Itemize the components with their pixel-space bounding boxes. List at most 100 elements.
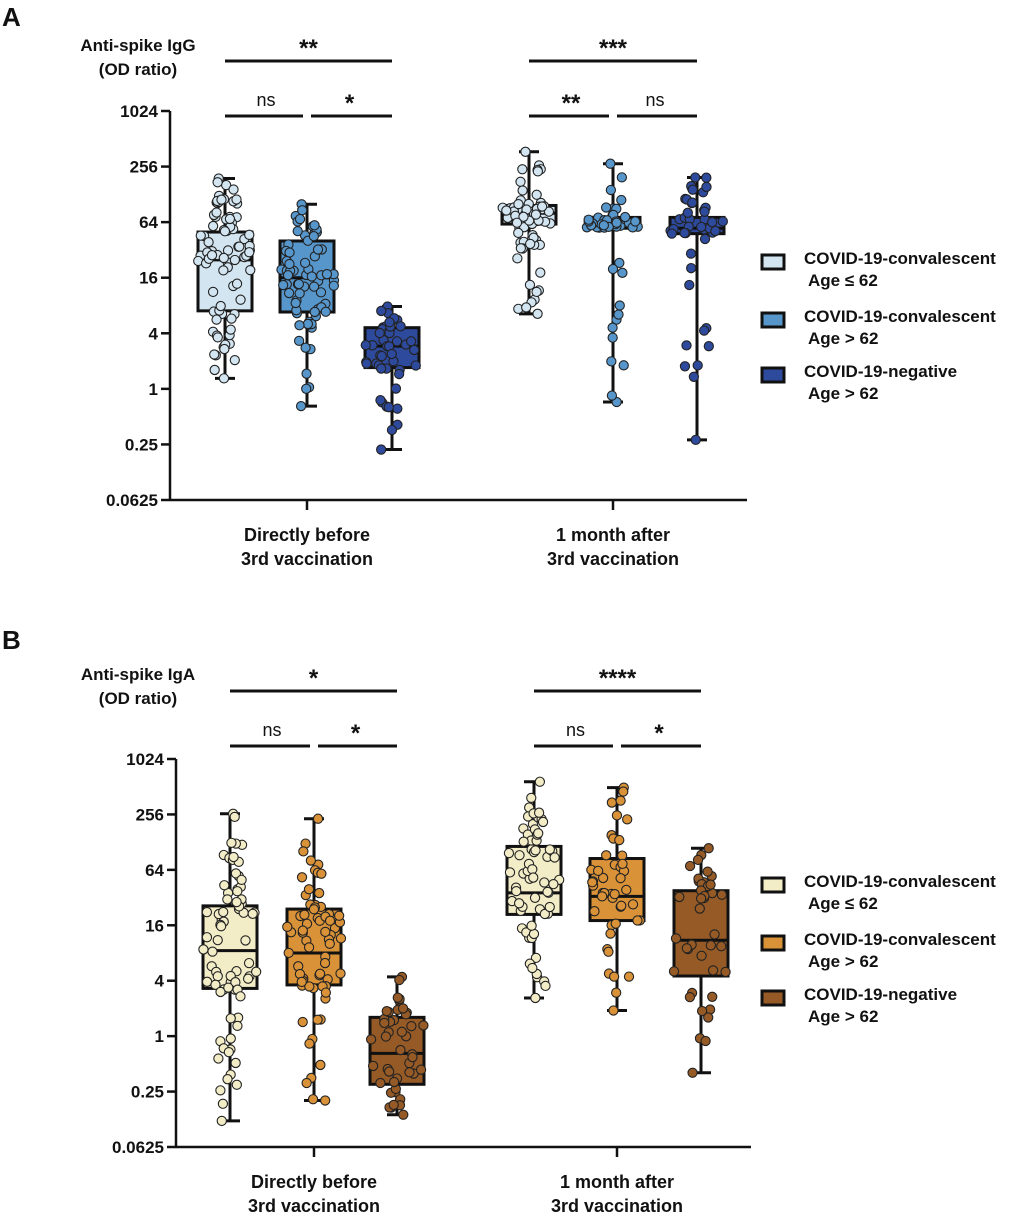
data-point: [615, 873, 626, 884]
data-point: [216, 1115, 227, 1127]
data-point: [611, 217, 622, 228]
legend-sublabel: Age > 62: [808, 1007, 878, 1026]
x-tick-label: 3rd vaccination: [551, 1196, 683, 1213]
data-point: [297, 205, 308, 216]
data-point: [245, 264, 256, 276]
data-point: [383, 402, 394, 413]
data-point: [376, 444, 387, 455]
data-point: [535, 267, 546, 278]
data-point: [212, 971, 223, 982]
data-point: [201, 907, 213, 918]
data-point: [212, 935, 223, 946]
data-point: [314, 887, 325, 899]
data-point: [406, 1021, 417, 1032]
data-point: [695, 893, 707, 904]
data-point: [670, 933, 682, 944]
data-point: [207, 220, 219, 232]
data-point: [304, 1038, 315, 1049]
significance-label: ns: [566, 720, 585, 740]
data-point: [515, 176, 526, 187]
significance-label: ****: [599, 665, 637, 692]
data-point: [321, 269, 333, 280]
data-point: [539, 908, 551, 920]
data-point: [218, 265, 229, 276]
data-point: [283, 947, 294, 959]
box-plot: [365, 971, 429, 1120]
data-point: [630, 216, 641, 227]
data-point: [235, 294, 246, 305]
y-tick-label: 1024: [126, 750, 164, 769]
data-point: [622, 814, 633, 825]
legend-swatch: [760, 989, 786, 1007]
legend-swatch: [760, 934, 786, 952]
data-point: [211, 314, 222, 325]
data-point: [692, 854, 704, 866]
data-point: [539, 877, 550, 888]
data-point: [696, 1005, 708, 1017]
data-point: [320, 306, 331, 317]
data-point: [679, 361, 691, 372]
data-point: [687, 184, 698, 195]
data-point: [699, 233, 711, 245]
x-tick-label: 3rd vaccination: [248, 1196, 380, 1213]
data-point: [597, 872, 609, 884]
data-point: [511, 217, 523, 228]
panel-b-chart: Anti-spike IgA (OD ratio) 1024 256 64 16 4 1 0.2…: [81, 665, 996, 1213]
data-point: [608, 971, 620, 982]
data-point: [705, 879, 716, 890]
data-point: [537, 816, 549, 828]
data-point: [606, 390, 618, 401]
data-point: [610, 918, 621, 929]
data-point: [376, 363, 387, 374]
y-tick-label: 0.25: [131, 1083, 164, 1102]
data-point: [681, 340, 692, 351]
panel-a-letter: A: [2, 2, 21, 32]
data-point: [703, 1012, 714, 1023]
data-point: [529, 892, 541, 903]
legend-label: COVID-19-convalescent: [804, 872, 996, 891]
data-point: [621, 884, 632, 896]
data-point: [300, 342, 311, 353]
y-tick-label: 1: [155, 1027, 164, 1046]
data-point: [386, 424, 398, 436]
data-point: [244, 247, 255, 258]
data-point: [398, 1109, 409, 1120]
data-point: [225, 1033, 236, 1044]
data-point: [717, 216, 728, 227]
data-point: [409, 344, 420, 356]
box-plot: [198, 808, 262, 1127]
data-point: [707, 217, 718, 228]
data-point: [290, 297, 301, 309]
y-tick-label: 16: [139, 269, 158, 288]
data-point: [532, 166, 544, 177]
data-point: [616, 194, 627, 206]
data-point: [694, 903, 705, 914]
data-point: [617, 858, 628, 869]
data-point: [216, 194, 227, 205]
data-point: [618, 360, 629, 371]
data-point: [203, 237, 214, 248]
data-point: [294, 320, 305, 331]
y-tick-label: 256: [130, 158, 158, 177]
data-point: [530, 992, 541, 1004]
data-point: [627, 899, 639, 910]
data-point: [666, 228, 678, 239]
data-point: [296, 976, 307, 988]
data-point: [206, 250, 218, 261]
data-point: [234, 241, 245, 252]
data-point: [213, 1053, 224, 1064]
data-point: [207, 946, 218, 957]
data-point: [542, 886, 553, 898]
data-point: [404, 1067, 415, 1078]
data-point: [210, 979, 221, 990]
data-point: [531, 189, 542, 200]
data-point: [226, 313, 237, 324]
legend-label: COVID-19-negative: [804, 362, 957, 381]
data-point: [520, 146, 531, 157]
data-point: [613, 309, 624, 320]
data-point: [297, 925, 308, 936]
data-point: [236, 874, 247, 885]
data-point: [231, 194, 242, 205]
data-point: [316, 868, 327, 879]
data-point: [388, 1076, 400, 1088]
